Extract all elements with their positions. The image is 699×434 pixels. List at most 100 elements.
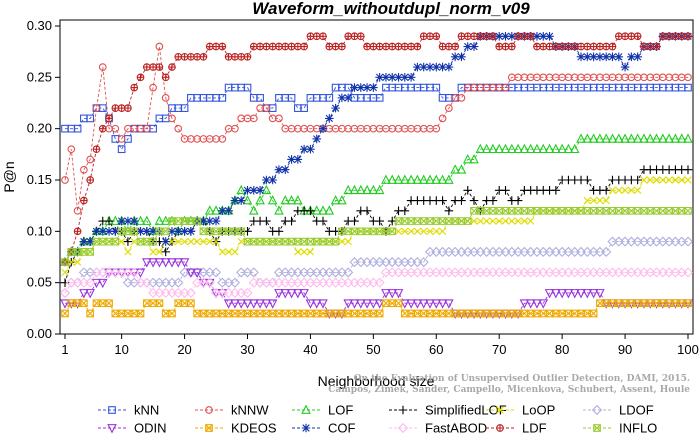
data-point-ldf: [73, 227, 82, 236]
data-point-loop: [206, 237, 214, 246]
data-point-fastabod: [141, 277, 152, 288]
data-point-cof: [306, 144, 315, 154]
data-point-lof: [374, 184, 385, 195]
data-point-lof: [400, 174, 410, 184]
data-point-odin: [349, 299, 360, 309]
data-point-cof: [538, 31, 548, 41]
data-point-knnw: [432, 124, 441, 133]
data-point-odin: [305, 299, 316, 309]
data-point-simplifiedlof: [457, 196, 466, 205]
legend-marker-ldof: [591, 404, 603, 416]
data-point-loop: [646, 176, 654, 184]
data-point-odin: [551, 289, 561, 299]
data-point-odin: [588, 289, 599, 299]
data-point-odin: [236, 299, 247, 309]
data-point-loop: [627, 186, 636, 194]
data-point-odin: [355, 299, 366, 309]
data-point-simplifiedlof: [318, 216, 328, 226]
data-point-lof: [406, 174, 416, 184]
data-point-kdeos: [231, 309, 239, 318]
data-point-loop: [124, 248, 132, 256]
data-point-kdeos: [306, 309, 315, 318]
data-point-cof: [268, 175, 277, 185]
data-point-loop: [520, 217, 529, 225]
data-point-kdeos: [149, 299, 157, 308]
data-point-cof: [173, 227, 183, 236]
data-point-odin: [400, 299, 410, 309]
legend-label-fastabod: FastABOD: [425, 421, 487, 434]
data-point-inflo: [306, 237, 315, 246]
data-point-ldf: [80, 196, 88, 205]
data-point-lof: [142, 215, 152, 225]
data-point-cof: [633, 52, 642, 62]
data-point-ldf: [539, 42, 548, 51]
data-point-simplifiedlof: [104, 216, 114, 226]
data-point-kdeos: [86, 309, 95, 318]
data-point-odin: [387, 289, 398, 299]
data-point-ldf: [98, 124, 107, 133]
data-point-ldf: [407, 42, 415, 51]
data-point-loop: [432, 227, 440, 236]
data-point-ldf: [621, 32, 629, 41]
data-point-inflo: [61, 258, 69, 266]
legend-marker-kdeos: [205, 424, 213, 432]
data-point-knnw: [218, 135, 227, 143]
data-point-simplifiedlof: [551, 185, 561, 195]
data-point-cof: [431, 62, 441, 72]
credit-text: On the Evaluation of Unsupervised Outlie…: [328, 374, 690, 395]
data-point-knn: [287, 94, 296, 102]
data-point-lof: [368, 184, 379, 195]
data-point-knnw: [501, 83, 510, 92]
data-point-knnw: [684, 73, 692, 82]
data-point-inflo: [400, 217, 409, 225]
data-point-lof: [248, 205, 259, 215]
data-point-lof: [444, 174, 454, 184]
data-point-ldf: [394, 42, 403, 51]
data-point-odin: [299, 289, 309, 299]
data-point-odin: [192, 268, 202, 278]
data-point-cof: [180, 227, 189, 236]
data-point-knnw: [249, 114, 258, 123]
data-point-knnw: [92, 104, 101, 112]
data-point-knnw: [262, 104, 271, 112]
data-point-knn: [218, 94, 227, 102]
data-point-lof: [412, 174, 423, 184]
data-point-loop: [224, 248, 233, 256]
data-point-odin: [525, 299, 536, 309]
data-point-cof: [123, 216, 133, 226]
credit-line-1: On the Evaluation of Unsupervised Outlie…: [354, 374, 690, 384]
data-point-knn: [432, 83, 441, 92]
legend-label-ldf: LDF: [522, 421, 547, 434]
plot-frame: [59, 19, 694, 335]
data-point-lof: [651, 133, 662, 143]
data-point-cof: [369, 83, 378, 92]
y-tick-label: 0.25: [27, 69, 52, 84]
data-point-odin: [160, 258, 171, 268]
data-point-kdeos: [142, 299, 151, 308]
data-point-ldf: [640, 42, 648, 51]
series-simplifiedlof: [60, 165, 693, 287]
legend-item-cof: COF: [292, 421, 356, 434]
legend-item-fastabod: FastABOD: [389, 421, 487, 434]
data-point-ldf: [489, 32, 497, 41]
data-point-loop: [596, 196, 604, 205]
data-point-simplifiedlof: [463, 185, 473, 195]
data-point-knnw: [174, 124, 183, 133]
data-point-lof: [494, 143, 505, 154]
data-point-loop: [633, 186, 642, 194]
data-point-simplifiedlof: [438, 196, 447, 205]
data-point-kdeos: [684, 299, 692, 308]
data-point-cof: [469, 42, 479, 51]
data-point-ldf: [545, 42, 554, 51]
data-point-cof: [627, 52, 636, 62]
data-point-ldf: [583, 42, 592, 51]
data-point-simplifiedlof: [362, 206, 372, 216]
x-tick-label: 80: [555, 342, 569, 357]
data-point-ldf: [306, 32, 315, 41]
data-point-cof: [450, 52, 460, 62]
legend: kNN kNNW LOF SimplifiedLOF LoOP LDOF ODIN KDEOS…: [98, 403, 657, 434]
data-point-lof: [330, 195, 341, 205]
data-point-ldf: [457, 32, 466, 41]
data-point-lof: [255, 195, 265, 205]
data-point-knn: [684, 83, 692, 92]
